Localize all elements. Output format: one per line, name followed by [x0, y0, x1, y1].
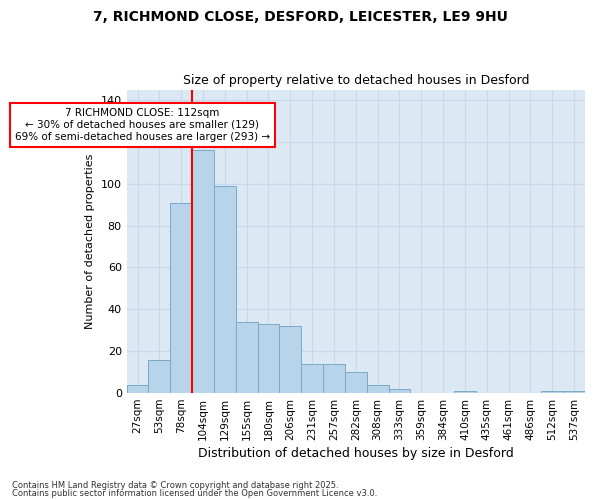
- Bar: [127, 384, 148, 393]
- Bar: [389, 389, 410, 393]
- Bar: [170, 202, 192, 393]
- Text: 7 RICHMOND CLOSE: 112sqm
← 30% of detached houses are smaller (129)
69% of semi-: 7 RICHMOND CLOSE: 112sqm ← 30% of detach…: [15, 108, 270, 142]
- Bar: [257, 324, 280, 393]
- Bar: [345, 372, 367, 393]
- Bar: [301, 364, 323, 393]
- Bar: [454, 391, 476, 393]
- Bar: [280, 326, 301, 393]
- Title: Size of property relative to detached houses in Desford: Size of property relative to detached ho…: [182, 74, 529, 87]
- Text: Contains HM Land Registry data © Crown copyright and database right 2025.: Contains HM Land Registry data © Crown c…: [12, 480, 338, 490]
- Bar: [323, 364, 345, 393]
- Bar: [236, 322, 257, 393]
- Bar: [367, 384, 389, 393]
- Text: 7, RICHMOND CLOSE, DESFORD, LEICESTER, LE9 9HU: 7, RICHMOND CLOSE, DESFORD, LEICESTER, L…: [92, 10, 508, 24]
- Bar: [148, 360, 170, 393]
- Bar: [541, 391, 563, 393]
- Bar: [563, 391, 585, 393]
- Text: Contains public sector information licensed under the Open Government Licence v3: Contains public sector information licen…: [12, 489, 377, 498]
- Bar: [214, 186, 236, 393]
- X-axis label: Distribution of detached houses by size in Desford: Distribution of detached houses by size …: [198, 447, 514, 460]
- Y-axis label: Number of detached properties: Number of detached properties: [85, 154, 95, 329]
- Bar: [192, 150, 214, 393]
